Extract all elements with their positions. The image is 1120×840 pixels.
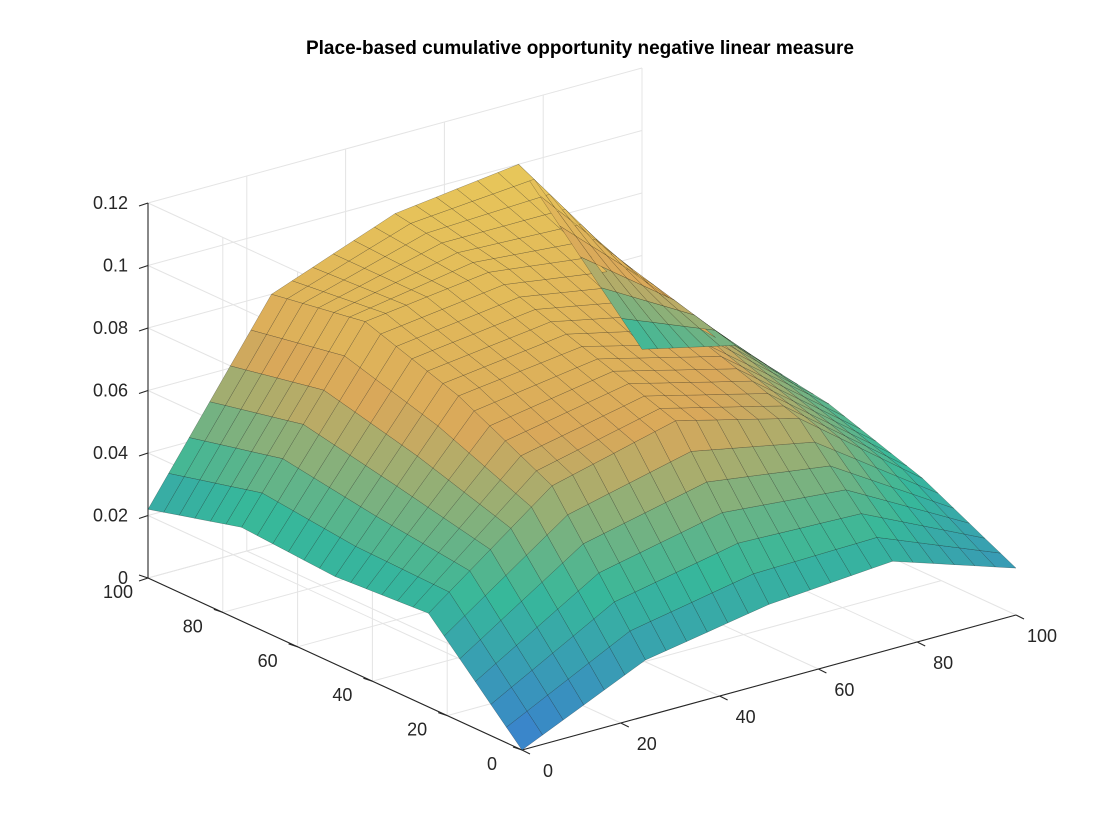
y-tick-label: 100: [103, 582, 133, 602]
z-tick-label: 0.12: [93, 193, 128, 213]
y-tick-label: 40: [332, 685, 352, 705]
y-tick-mark: [213, 608, 223, 613]
z-tick-label: 0.02: [93, 506, 128, 526]
z-tick-mark: [138, 389, 149, 395]
z-tick-label: 0.06: [93, 381, 128, 401]
y-tick-label: 0: [487, 754, 497, 774]
z-tick-label: 0.1: [103, 256, 128, 276]
axes: [138, 202, 1025, 755]
x-tick-mark: [719, 695, 728, 701]
x-tick-label: 100: [1027, 626, 1057, 646]
x-tick-mark: [1015, 614, 1025, 620]
z-tick-mark: [138, 202, 149, 207]
surface-mesh: [147, 164, 1017, 751]
chart-title: Place-based cumulative opportunity negat…: [306, 38, 854, 59]
x-tick-mark: [521, 749, 531, 755]
x-tick-mark: [916, 641, 926, 647]
back-wall-gridline: [147, 130, 643, 266]
z-tick-label: 0.08: [93, 318, 128, 338]
x-tick-label: 80: [933, 653, 953, 673]
y-tick-mark: [288, 643, 298, 648]
z-tick-label: 0: [118, 568, 128, 588]
x-tick-mark: [818, 668, 827, 674]
z-tick-label: 0.04: [93, 443, 128, 463]
y-tick-mark: [363, 677, 373, 682]
y-tick-mark: [438, 712, 448, 717]
x-tick-mark: [620, 722, 630, 728]
y-tick-label: 60: [258, 651, 278, 671]
surface-cell: [147, 473, 185, 513]
x-axis-line: [521, 614, 1017, 751]
z-tick-mark: [138, 514, 149, 520]
x-tick-label: 40: [736, 707, 756, 727]
y-axis-line: [147, 577, 523, 751]
x-tick-label: 20: [637, 734, 657, 754]
x-tick-label: 0: [543, 761, 553, 781]
y-tick-mark: [512, 746, 523, 751]
back-wall-gridline: [147, 67, 643, 204]
y-tick-label: 20: [407, 720, 427, 740]
y-tick-mark: [138, 574, 149, 579]
x-tick-label: 60: [834, 680, 854, 700]
tick-labels: 02040608010002040608010000.020.040.060.0…: [93, 193, 1057, 781]
z-tick-mark: [138, 264, 149, 270]
z-tick-mark: [138, 327, 149, 332]
y-tick-label: 80: [183, 616, 203, 636]
z-tick-mark: [138, 577, 149, 582]
z-tick-mark: [138, 452, 149, 457]
